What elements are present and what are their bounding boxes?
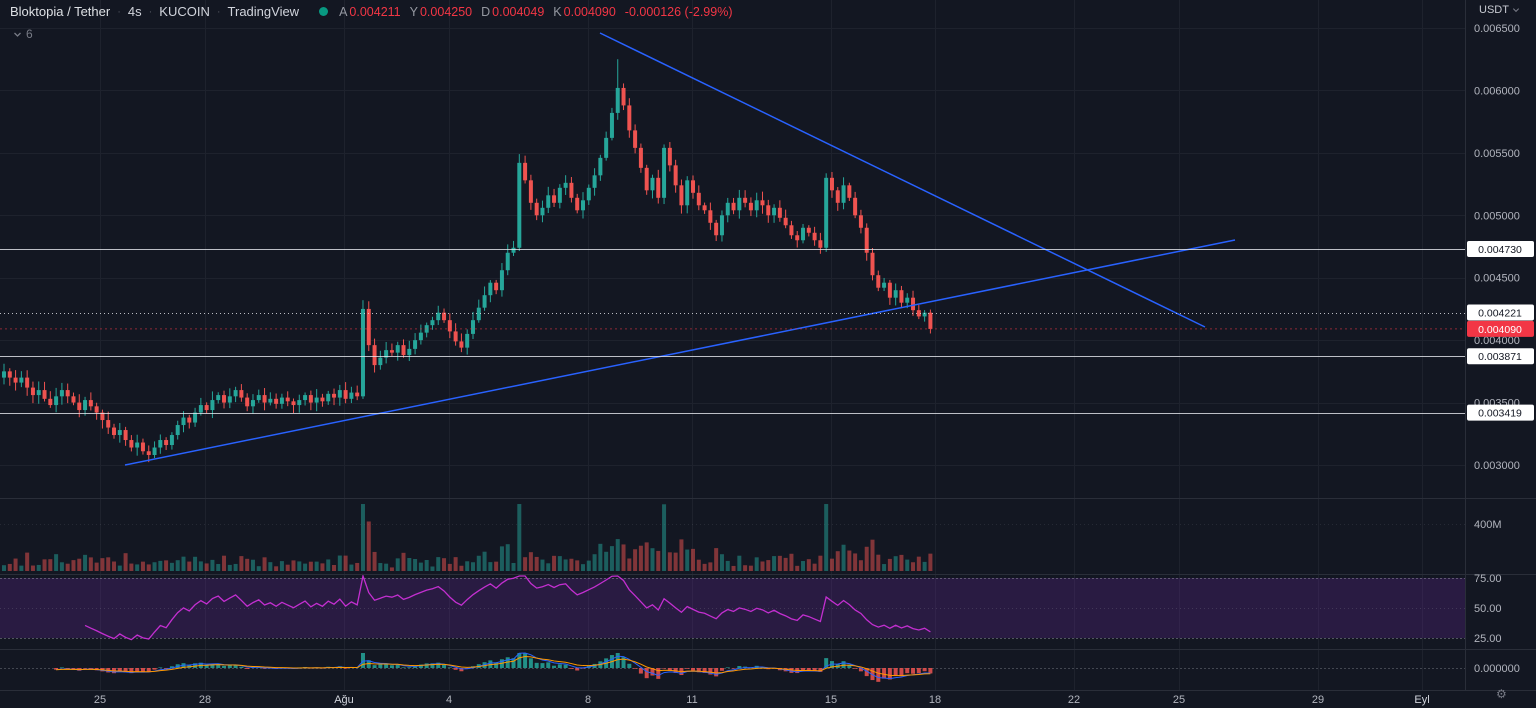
svg-text:0.004090: 0.004090 <box>1478 324 1522 336</box>
chevron-down-icon <box>1512 8 1519 13</box>
level-price-label <box>1467 304 1534 321</box>
platform-label: TradingView <box>227 4 300 19</box>
legend-separator: · <box>148 5 153 18</box>
svg-text:25: 25 <box>94 694 106 706</box>
rsi-line <box>84 573 931 641</box>
time-axis-labels: 25 28 Ağu 4 8 11 15 18 22 25 29 Eyl <box>94 694 1430 706</box>
svg-text:22: 22 <box>1068 694 1080 706</box>
svg-text:0.000000: 0.000000 <box>1474 663 1520 675</box>
high-label: Y <box>409 4 418 19</box>
grid-lines <box>0 0 1465 690</box>
rsi-band <box>0 578 1465 639</box>
svg-text:50.00: 50.00 <box>1474 603 1502 615</box>
chart-legend: Bloktopia / Tether · 4s · KUCOIN · Tradi… <box>10 4 732 19</box>
svg-text:0.003871: 0.003871 <box>1478 351 1522 363</box>
svg-text:0.006500: 0.006500 <box>1474 23 1520 35</box>
price-scale-currency-button[interactable]: USDT <box>1479 4 1520 16</box>
svg-text:0.004000: 0.004000 <box>1474 335 1520 347</box>
svg-text:28: 28 <box>199 694 211 706</box>
svg-text:15: 15 <box>825 694 837 706</box>
volume-bars <box>2 504 933 571</box>
currency-label: USDT <box>1479 4 1509 16</box>
legend-separator: · <box>117 5 121 18</box>
svg-text:8: 8 <box>585 694 591 706</box>
level-price-label <box>1467 348 1534 365</box>
price-level-labels: 0.004730 0.004221 0.003871 0.003419 0.004090 <box>1467 240 1534 421</box>
oscillator-pane <box>0 652 1465 682</box>
svg-text:400M: 400M <box>1474 519 1502 531</box>
indicators-count-badge: 6 <box>26 27 33 41</box>
low-value: 0.004049 <box>492 4 545 19</box>
svg-text:0.004221: 0.004221 <box>1478 308 1522 320</box>
last-price-label <box>1467 320 1534 337</box>
symbol-button[interactable]: Bloktopia / Tether <box>10 4 111 19</box>
interval-button[interactable]: 4s <box>127 4 142 19</box>
svg-text:25.00: 25.00 <box>1474 633 1502 645</box>
svg-text:0.003419: 0.003419 <box>1478 408 1522 420</box>
svg-text:0.003000: 0.003000 <box>1474 460 1520 472</box>
svg-text:Eyl: Eyl <box>1414 694 1429 706</box>
pane-dividers[interactable] <box>0 0 1536 691</box>
low-label: D <box>481 4 491 19</box>
chevron-down-icon <box>14 32 21 37</box>
close-label: K <box>553 4 562 19</box>
svg-text:0.005000: 0.005000 <box>1474 210 1520 222</box>
horizontal-level-lines[interactable] <box>0 249 1465 414</box>
svg-text:18: 18 <box>929 694 941 706</box>
close-value: 0.004090 <box>563 4 616 19</box>
svg-text:75.00: 75.00 <box>1474 573 1502 585</box>
svg-text:Ağu: Ağu <box>334 694 354 706</box>
candles[interactable] <box>2 59 933 463</box>
price-axis-labels: 0.006500 0.006000 0.005500 0.005000 0.004500… <box>1474 23 1520 675</box>
svg-text:11: 11 <box>686 694 697 706</box>
trend-lines[interactable] <box>124 32 1236 466</box>
svg-text:4: 4 <box>446 694 452 706</box>
svg-text:29: 29 <box>1312 694 1324 706</box>
svg-text:0.005500: 0.005500 <box>1474 148 1520 160</box>
market-status-icon[interactable] <box>319 7 329 16</box>
open-value: 0.004211 <box>349 4 401 19</box>
time-axis-settings-icon[interactable]: ⚙ <box>1496 687 1507 701</box>
svg-text:0.004500: 0.004500 <box>1474 273 1520 285</box>
high-value: 0.004250 <box>419 4 473 19</box>
level-price-label <box>1467 404 1534 421</box>
legend-separator: · <box>216 5 221 18</box>
indicators-collapse-button[interactable]: 6 <box>8 25 38 43</box>
svg-text:0.006000: 0.006000 <box>1474 85 1520 97</box>
change-value: -0.000126 (-2.99%) <box>624 4 733 19</box>
open-label: A <box>339 4 348 19</box>
ohlc-readout: A 0.004211 Y 0.004250 D 0.004049 K 0.004… <box>339 5 732 19</box>
svg-text:0.004730: 0.004730 <box>1478 244 1522 256</box>
exchange-label[interactable]: KUCOIN <box>159 4 210 19</box>
level-price-label <box>1467 240 1534 257</box>
svg-text:25: 25 <box>1173 694 1185 706</box>
